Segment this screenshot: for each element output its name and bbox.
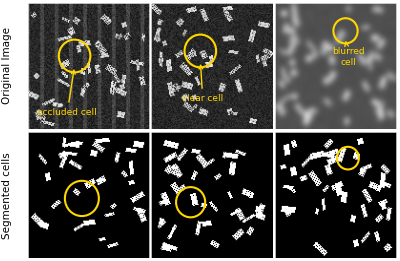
Text: Original Image: Original Image bbox=[2, 27, 12, 104]
Text: clear cell: clear cell bbox=[182, 65, 223, 103]
Text: occluded cell: occluded cell bbox=[38, 70, 97, 117]
Text: blurred
cell: blurred cell bbox=[332, 41, 364, 67]
Text: Segmented cells: Segmented cells bbox=[2, 152, 12, 239]
